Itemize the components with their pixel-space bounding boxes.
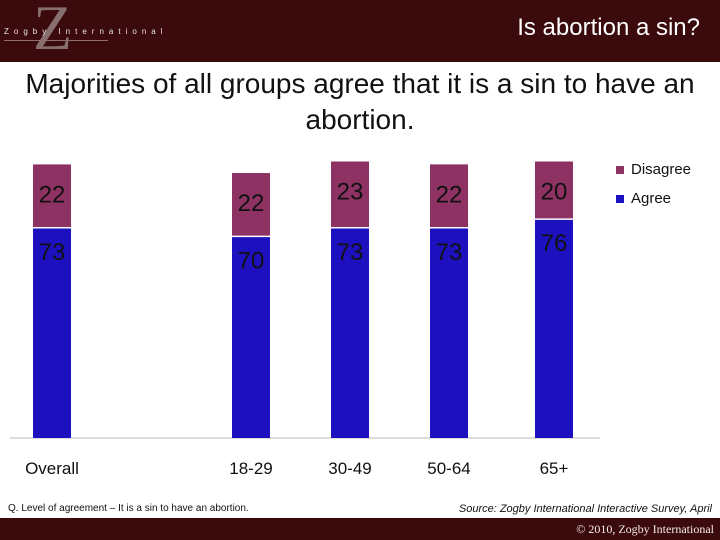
disagree-bar (430, 164, 468, 228)
category-label: 65+ (540, 459, 569, 478)
footer-bar: © 2010, Zogby International (0, 518, 720, 540)
category-label: Overall (25, 459, 79, 478)
disagree-bar (33, 164, 71, 228)
legend-label-disagree: Disagree (631, 161, 691, 178)
disagree-value-label: 20 (541, 179, 568, 206)
agree-value-label: 70 (238, 247, 265, 274)
header-bar: Z Zogby International Is abortion a sin? (0, 0, 720, 62)
legend-swatch-disagree (616, 166, 624, 174)
legend-swatch-agree (616, 195, 624, 203)
disagree-value-label: 23 (337, 179, 364, 206)
disagree-value-label: 22 (238, 190, 265, 217)
slide-title: Is abortion a sin? (517, 14, 700, 41)
agree-bar (430, 227, 468, 438)
logo-text: Zogby International (4, 27, 168, 36)
source-note: Source: Zogby International Interactive … (458, 503, 712, 515)
disagree-bar (331, 161, 369, 228)
legend-label-agree: Agree (631, 190, 671, 207)
disagree-value-label: 22 (436, 181, 463, 208)
logo-divider (4, 40, 108, 41)
question-footnote: Q. Level of agreement – It is a sin to h… (8, 503, 249, 514)
agree-value-label: 76 (541, 230, 568, 257)
category-label: 50-64 (427, 459, 470, 478)
agree-bar (535, 219, 573, 438)
agree-bar (331, 227, 369, 438)
chart-subtitle: Majorities of all groups agree that it i… (25, 68, 695, 135)
disagree-bar (232, 173, 270, 237)
disagree-value-label: 22 (39, 181, 66, 208)
agree-value-label: 73 (337, 239, 364, 266)
agree-value-label: 73 (39, 239, 66, 266)
copyright-text: © 2010, Zogby International (576, 522, 714, 536)
disagree-bar (535, 161, 573, 220)
agree-bar (33, 227, 71, 438)
logo-mark: Z (33, 0, 73, 63)
category-label: 18-29 (229, 459, 272, 478)
agree-bar (232, 236, 270, 438)
category-label: 30-49 (328, 459, 371, 478)
agree-value-label: 73 (436, 239, 463, 266)
